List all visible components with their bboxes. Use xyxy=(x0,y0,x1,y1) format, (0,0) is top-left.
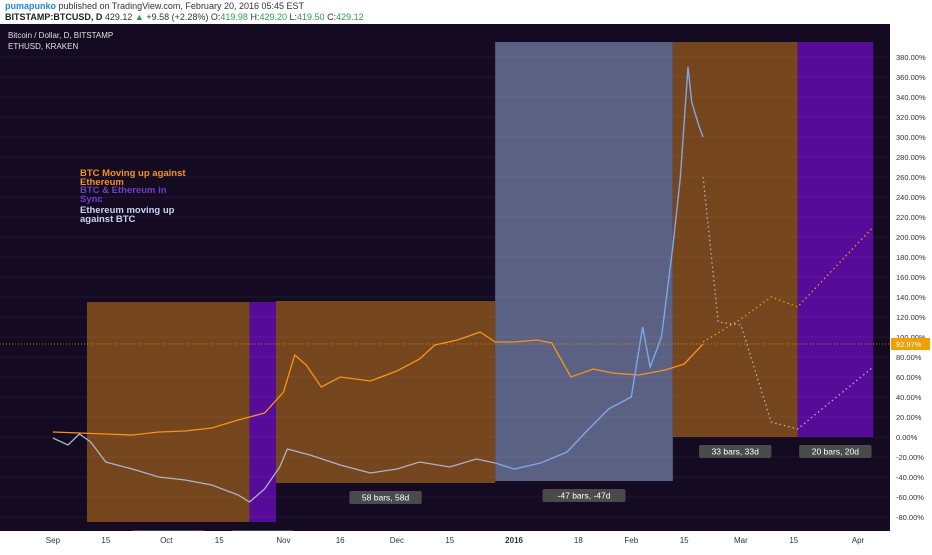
last-value-label: 92.97% xyxy=(896,340,922,349)
y-tick-label: 180.00% xyxy=(896,253,926,262)
zone-label-box xyxy=(349,491,422,504)
author-link[interactable]: pumapunko xyxy=(5,1,56,11)
y-tick-label: 0.00% xyxy=(896,433,918,442)
y-tick-label: 200.00% xyxy=(896,233,926,242)
annotation-2-line-1: BTC & Ethereum in xyxy=(80,185,167,196)
time-axis-panel[interactable] xyxy=(0,531,932,550)
x-tick-label: Sep xyxy=(46,536,61,545)
annotation-2-line-2: Sync xyxy=(80,194,103,205)
annotation-3-line-1: Ethereum moving up xyxy=(80,205,175,216)
x-tick-label: 16 xyxy=(336,536,345,545)
annotation-3-line-2: against BTC xyxy=(80,214,136,225)
y-tick-label: 300.00% xyxy=(896,133,926,142)
y-tick-label: 220.00% xyxy=(896,213,926,222)
x-tick-label: 15 xyxy=(101,536,110,545)
close-label: C: xyxy=(327,12,337,22)
zone-label-btc-up-2: 58 bars, 58d xyxy=(362,493,410,503)
y-tick-label: -60.00% xyxy=(896,493,924,502)
symbol-label: BITSTAMP:BTCUSD, D xyxy=(5,12,103,22)
legend-subtitle: ETHUSD, KRAKEN xyxy=(8,42,78,51)
x-tick-label: 18 xyxy=(574,536,583,545)
x-tick-label: 2016 xyxy=(505,536,523,545)
high-value: 429.20 xyxy=(259,12,287,22)
legend-title: Bitcoin / Dollar, D, BITSTAMP xyxy=(8,31,113,40)
y-tick-label: 360.00% xyxy=(896,73,926,82)
y-tick-label: 120.00% xyxy=(896,313,926,322)
eth-line-early xyxy=(52,433,496,503)
x-tick-label: Feb xyxy=(624,536,638,545)
y-tick-label: 40.00% xyxy=(896,393,922,402)
zone-label-btc-up-3: 33 bars, 33d xyxy=(712,447,760,457)
y-tick-label: -80.00% xyxy=(896,513,924,522)
zone-sync-1 xyxy=(249,302,276,522)
close-value: 429.12 xyxy=(336,12,364,22)
y-tick-label: 100.00% xyxy=(896,333,926,342)
y-tick-label: 380.00% xyxy=(896,53,926,62)
y-tick-label: 80.00% xyxy=(896,353,922,362)
zone-sync-2 xyxy=(797,42,874,437)
last-value-badge xyxy=(891,338,930,351)
low-value: 419.50 xyxy=(297,12,325,22)
publish-line: pumapunko published on TradingView.com, … xyxy=(5,1,304,12)
x-tick-label: 15 xyxy=(789,536,798,545)
ohlc-line: BITSTAMP:BTCUSD, D 429.12 ▲ +9.58 (+2.28… xyxy=(5,12,364,23)
open-label: O: xyxy=(210,12,221,22)
x-tick-label: Dec xyxy=(390,536,404,545)
y-tick-label: 60.00% xyxy=(896,373,922,382)
change-value: +9.58 (+2.28%) xyxy=(146,12,209,22)
up-arrow-icon: ▲ xyxy=(134,12,144,22)
zone-btc-up-1 xyxy=(86,302,250,522)
y-tick-label: 160.00% xyxy=(896,273,926,282)
x-tick-label: Mar xyxy=(734,536,748,545)
x-tick-label: 15 xyxy=(215,536,224,545)
y-tick-label: 140.00% xyxy=(896,293,926,302)
zone-eth-up xyxy=(495,42,673,481)
zone-label-box xyxy=(799,445,872,458)
x-tick-label: 15 xyxy=(445,536,454,545)
y-tick-label: 280.00% xyxy=(896,153,926,162)
x-tick-label: Oct xyxy=(160,536,173,545)
high-label: H: xyxy=(250,12,260,22)
top-bar: pumapunko published on TradingView.com, … xyxy=(0,0,932,24)
eth-line-late xyxy=(494,66,704,470)
y-tick-label: -20.00% xyxy=(896,453,924,462)
y-tick-label: 260.00% xyxy=(896,173,926,182)
y-tick-label: 340.00% xyxy=(896,93,926,102)
btc-line xyxy=(52,331,704,436)
zone-label-sync-2: 20 bars, 20d xyxy=(812,447,860,457)
zone-btc-up-2 xyxy=(275,301,496,483)
low-label: L: xyxy=(289,12,298,22)
y-tick-label: -40.00% xyxy=(896,473,924,482)
publish-info: published on TradingView.com, February 2… xyxy=(58,1,305,11)
zone-label-box xyxy=(699,445,772,458)
price-axis-panel[interactable] xyxy=(890,24,932,531)
x-tick-label: 15 xyxy=(680,536,689,545)
annotation-1-line-1: BTC Moving up against xyxy=(80,168,186,179)
annotation-1-line-2: Ethereum xyxy=(80,177,124,188)
y-tick-label: 320.00% xyxy=(896,113,926,122)
y-tick-label: 240.00% xyxy=(896,193,926,202)
chart-area[interactable]: 43 bars, 43d7 bars, 7d58 bars, 58d-47 ba… xyxy=(0,24,932,550)
price-value: 429.12 xyxy=(104,12,133,22)
zone-label-eth-up: -47 bars, -47d xyxy=(558,491,611,501)
btc-projection xyxy=(702,226,874,343)
y-tick-label: 20.00% xyxy=(896,413,922,422)
price-chart[interactable]: 43 bars, 43d7 bars, 7d58 bars, 58d-47 ba… xyxy=(0,24,932,550)
x-tick-label: Apr xyxy=(852,536,865,545)
open-value: 419.98 xyxy=(220,12,248,22)
zone-label-box xyxy=(542,489,626,502)
x-tick-label: Nov xyxy=(276,536,290,545)
